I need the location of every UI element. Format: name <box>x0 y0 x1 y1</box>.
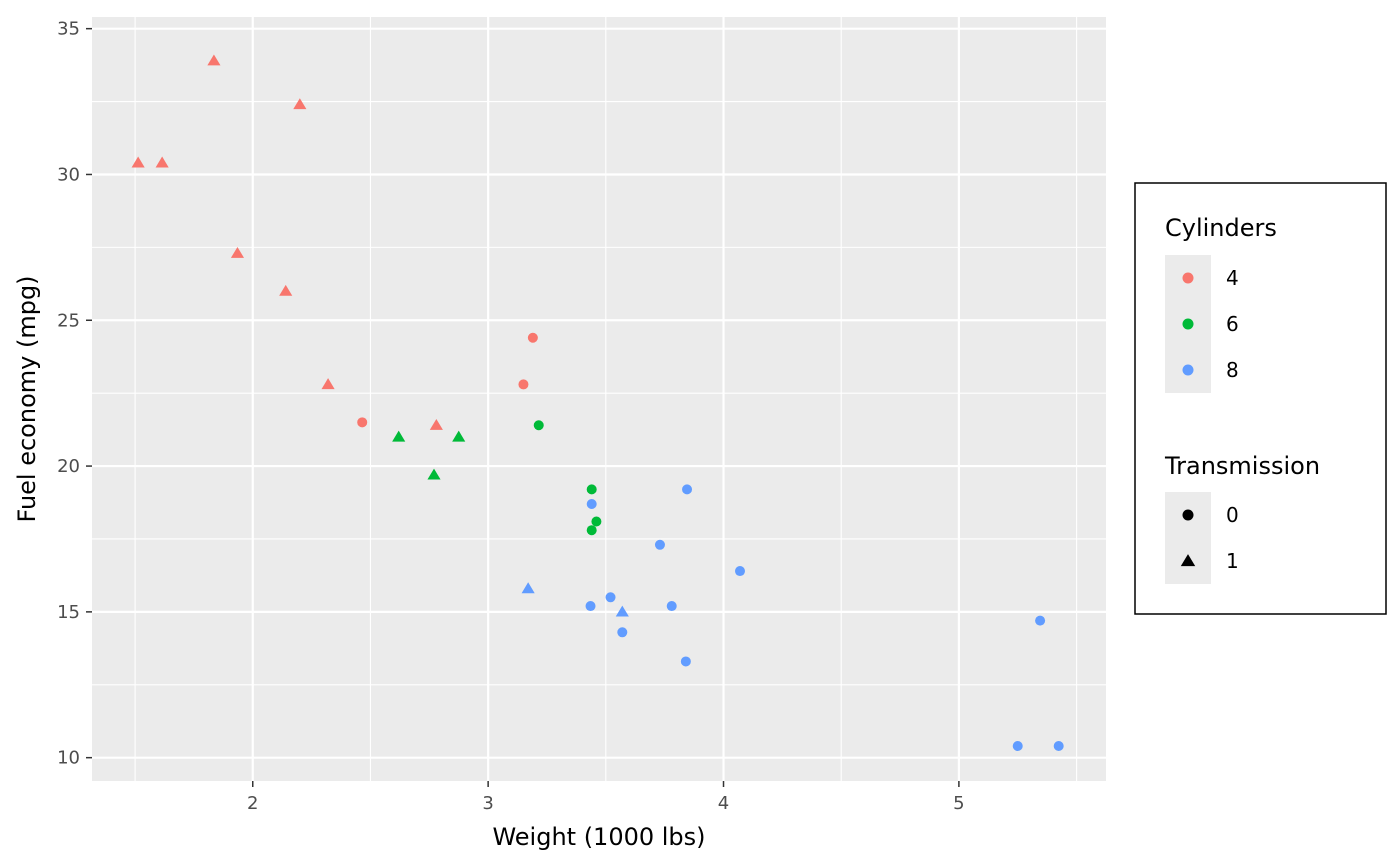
legend-key-cylinders-4 <box>1182 272 1194 284</box>
data-point <box>734 566 745 577</box>
data-point <box>279 284 293 296</box>
data-point <box>518 379 529 390</box>
data-point <box>155 156 169 168</box>
data-point <box>527 332 538 343</box>
x-tick-label: 4 <box>718 793 729 814</box>
legend-key-cylinders-6 <box>1182 318 1194 330</box>
major-gridlines <box>92 17 1106 781</box>
data-point <box>654 539 665 550</box>
data-point <box>533 420 544 431</box>
data-point <box>617 627 628 638</box>
x-tick-label: 5 <box>953 793 964 814</box>
data-point <box>680 656 691 667</box>
data-point <box>207 54 221 66</box>
data-point <box>1012 741 1023 752</box>
x-tick-label: 3 <box>482 793 493 814</box>
y-tick-label: 10 <box>57 748 80 769</box>
data-point <box>586 484 597 495</box>
legend-label-cylinders: 8 <box>1226 358 1239 382</box>
data-point <box>427 468 441 480</box>
legend-label-cylinders: 6 <box>1226 312 1239 336</box>
data-point <box>230 246 245 258</box>
legend-shape-entries: 01 <box>1180 503 1239 573</box>
data-point <box>605 592 616 603</box>
data-point <box>392 430 406 442</box>
data-point <box>131 156 145 168</box>
data-point <box>591 516 602 527</box>
axis-ticks: 2 3 4 5 10 15 20 25 30 35 <box>57 19 965 814</box>
data-point <box>1035 615 1046 626</box>
minor-gridlines <box>92 17 1106 781</box>
data-point <box>682 484 693 495</box>
legend-key-cylinders-8 <box>1182 364 1194 376</box>
data-point <box>1053 741 1064 752</box>
x-tick-label: 2 <box>247 793 258 814</box>
legend-title-cylinders: Cylinders <box>1165 214 1277 242</box>
data-point <box>293 98 307 110</box>
data-points <box>131 54 1064 752</box>
data-point <box>615 605 629 617</box>
legend-label-cylinders: 4 <box>1226 266 1239 290</box>
y-axis-title: Fuel economy (mpg) <box>13 275 41 522</box>
data-point <box>666 601 677 612</box>
data-point <box>521 582 535 594</box>
data-point <box>586 498 597 509</box>
legend-label-transmission: 0 <box>1226 503 1239 527</box>
data-point <box>585 601 596 612</box>
legend-color-entries: 4 6 8 <box>1182 266 1239 382</box>
data-point <box>321 378 335 390</box>
data-point <box>586 525 597 536</box>
y-tick-label: 20 <box>57 456 80 477</box>
legend-keys-background-transmission <box>1165 492 1211 584</box>
legend: Cylinders 468 Transmission 01 <box>1134 182 1387 615</box>
y-tick-label: 25 <box>57 310 80 331</box>
legend-key-transmission-1 <box>1180 554 1196 567</box>
y-tick-label: 15 <box>57 602 80 623</box>
plot-panel <box>92 17 1106 781</box>
data-point <box>357 417 368 428</box>
legend-label-transmission: 1 <box>1226 549 1239 573</box>
x-axis-title: Weight (1000 lbs) <box>492 823 705 851</box>
y-tick-label: 30 <box>57 164 80 185</box>
data-point <box>452 430 466 442</box>
legend-key-transmission-0 <box>1182 509 1194 521</box>
y-tick-label: 35 <box>57 19 80 40</box>
data-point <box>429 418 443 430</box>
legend-title-transmission: Transmission <box>1164 452 1320 480</box>
